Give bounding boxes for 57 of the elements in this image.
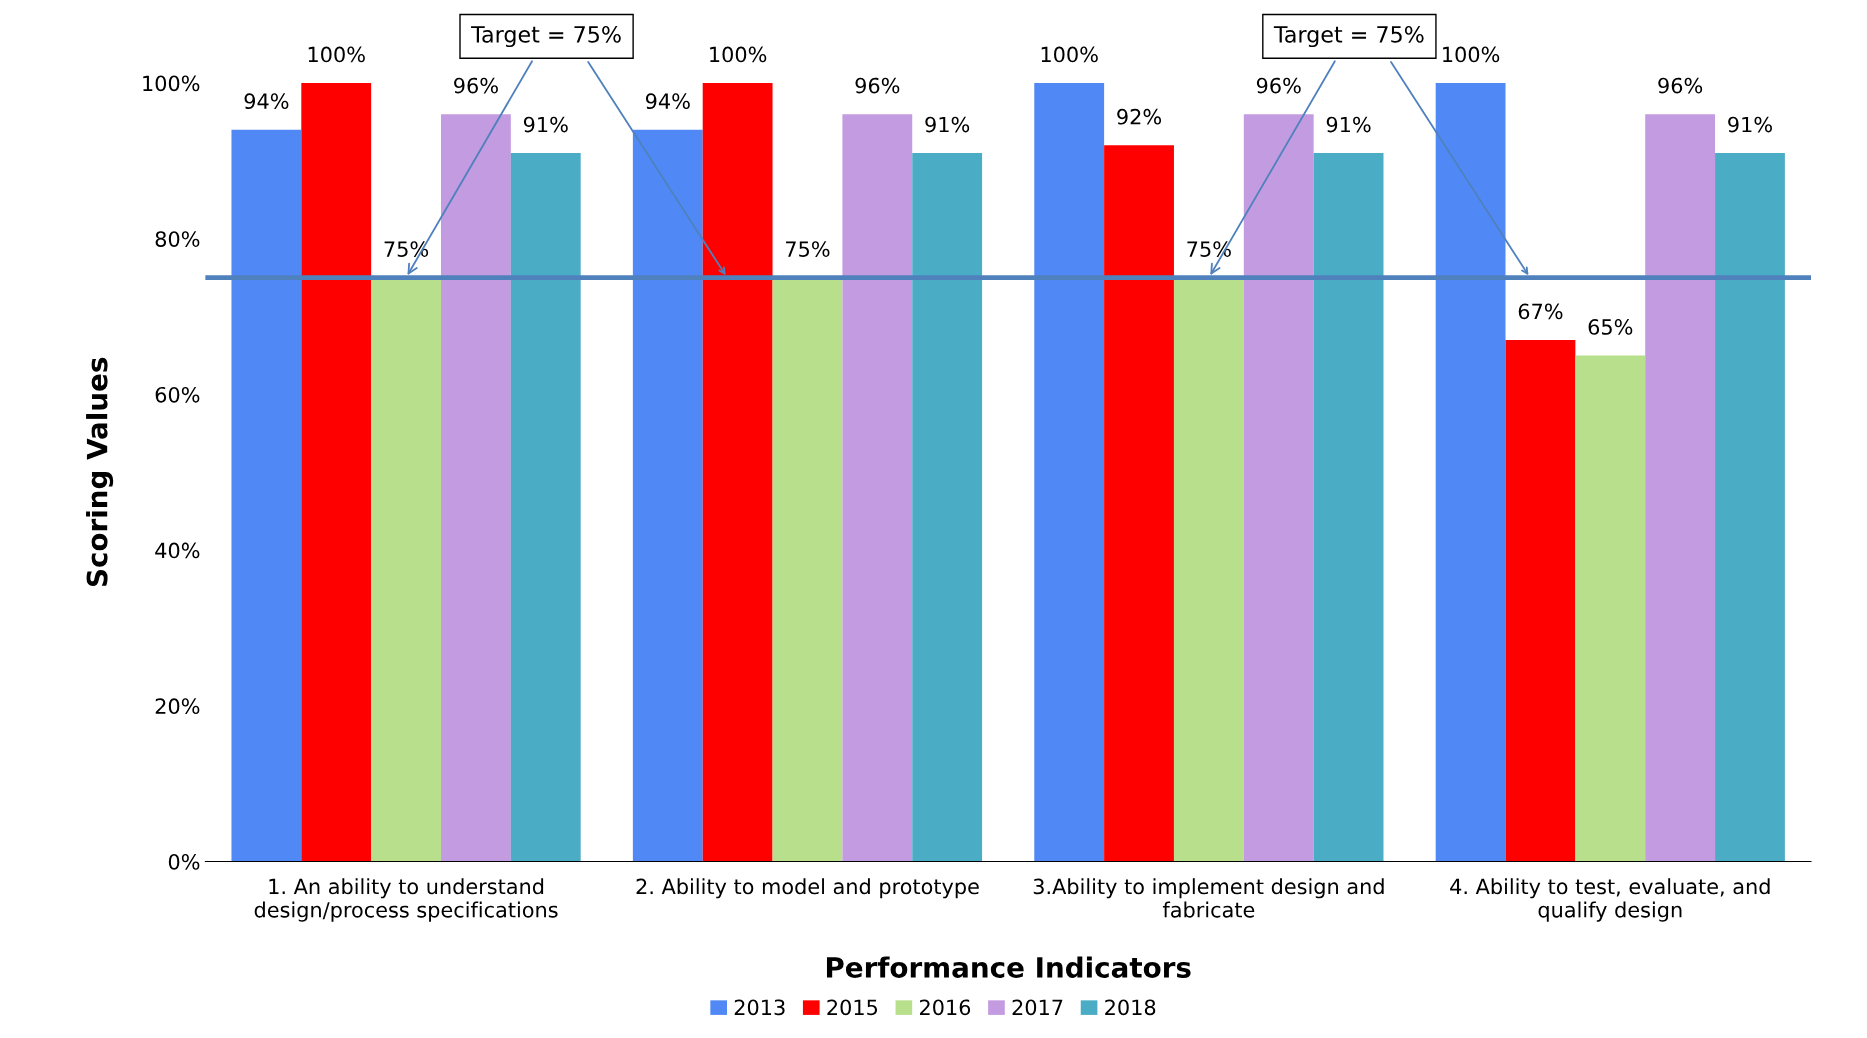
bar <box>632 129 703 862</box>
x-tick-label: 3.Ability to implement design and fabricate <box>1033 878 1384 918</box>
bar <box>440 114 511 862</box>
legend-label: 2013 <box>734 999 785 1016</box>
data-label: 91% <box>523 116 568 133</box>
data-label: 94% <box>244 93 289 110</box>
bar <box>1243 114 1314 862</box>
bar <box>231 129 302 862</box>
bar <box>510 153 581 862</box>
legend-label: 2016 <box>919 999 971 1016</box>
annotation: Target = 75% <box>1273 25 1424 48</box>
data-label: 100% <box>710 46 767 63</box>
bar <box>1435 83 1506 862</box>
bar <box>1715 153 1785 862</box>
data-label: 91% <box>925 116 970 133</box>
data-label: 100% <box>1443 46 1500 63</box>
legend-label: 2015 <box>827 999 878 1016</box>
bar <box>1645 114 1716 862</box>
bar <box>1575 355 1646 862</box>
legend-label: 2018 <box>1105 999 1156 1016</box>
bar <box>1173 277 1244 862</box>
bar <box>842 114 913 862</box>
x-tick-label: 1. An ability to understand design/process specifications <box>254 878 558 922</box>
bar <box>1313 153 1384 862</box>
x-axis-title: Performance Indicators <box>826 956 1191 978</box>
bar <box>1034 83 1105 862</box>
bar <box>301 83 372 862</box>
y-tick-label: 80% <box>155 231 200 247</box>
y-tick-label: 40% <box>155 542 200 559</box>
bar <box>1104 145 1174 862</box>
y-axis-title: Scoring Values <box>86 357 114 587</box>
data-label: 75% <box>786 241 830 257</box>
data-label: 96% <box>1256 77 1301 94</box>
data-label: 91% <box>1728 116 1772 133</box>
bar <box>912 153 983 862</box>
legend-label: 2017 <box>1012 999 1063 1016</box>
data-label: 96% <box>855 77 900 94</box>
x-tick-label: 4. Ability to test, evaluate, and qualify design <box>1450 878 1770 922</box>
data-label: 91% <box>1326 116 1371 133</box>
bar <box>1505 339 1576 862</box>
data-label: 96% <box>454 77 498 94</box>
bar <box>371 277 441 862</box>
data-label: 94% <box>645 93 690 110</box>
annotation: Target = 75% <box>471 25 621 48</box>
data-label: 67% <box>1518 303 1563 320</box>
data-label: 92% <box>1117 108 1162 125</box>
y-tick-label: 60% <box>155 386 200 403</box>
data-label: 96% <box>1658 77 1703 94</box>
data-label: 100% <box>1041 46 1098 63</box>
bar <box>772 277 843 862</box>
data-label: 100% <box>308 46 365 63</box>
y-tick-label: 20% <box>155 698 200 715</box>
x-tick-label: 2. Ability to model and prototype <box>636 878 979 899</box>
data-label: 65% <box>1588 319 1633 335</box>
bar <box>702 83 773 862</box>
y-tick-label: 0% <box>168 853 200 870</box>
y-tick-label: 100% <box>143 75 200 92</box>
